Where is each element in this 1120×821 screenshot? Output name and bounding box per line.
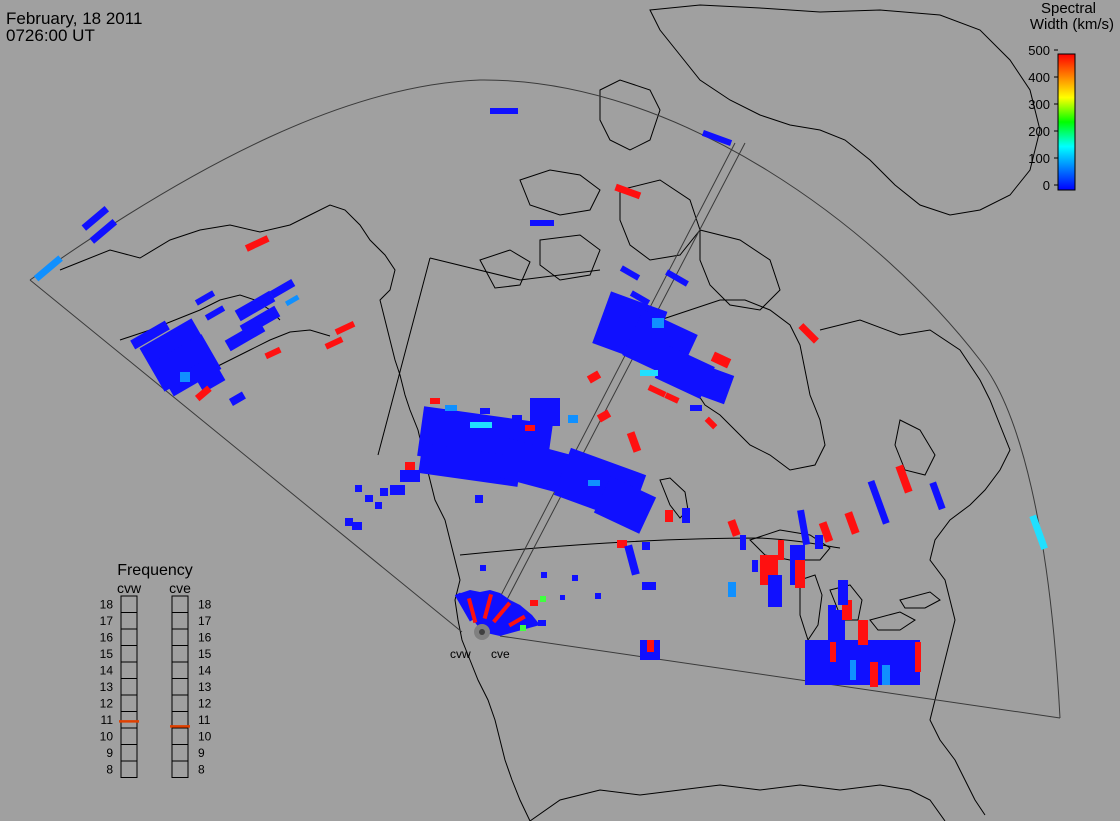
timestamp: February, 18 2011 0726:00 UT — [6, 9, 142, 45]
frequency-level-east: 14 — [198, 663, 212, 677]
frequency-level-west: 14 — [100, 663, 114, 677]
frequency-column — [171, 595, 189, 778]
frequency-level-west: 12 — [100, 696, 114, 710]
echo-cluster-near-radar — [454, 565, 601, 636]
colorbar-ticks: 500 400 300 200 100 0 — [1028, 43, 1058, 193]
frequency-title: Frequency — [117, 562, 193, 579]
echo-cluster-hudson — [490, 108, 819, 430]
frequency-panel: Frequency cvw cve 18 18 17 17 16 16 15 15 14 14 13… — [100, 562, 212, 778]
frequency-level-east: 10 — [198, 729, 212, 743]
frequency-level-west: 8 — [106, 762, 113, 776]
frequency-level-east: 17 — [198, 614, 212, 628]
alaska-canada-border — [377, 257, 431, 456]
frequency-level-west: 15 — [100, 647, 114, 661]
radar-sites: cvw cve — [450, 624, 510, 661]
radar-label-east: cve — [491, 647, 510, 661]
frequency-level-west: 16 — [100, 630, 114, 644]
frequency-column — [120, 595, 138, 778]
frequency-level-east: 11 — [198, 713, 211, 727]
color-scale-legend: Spectral Width (km/s) 500 400 300 200 100 0 — [1028, 0, 1114, 193]
frequency-col-east: cve — [169, 580, 191, 596]
time-label: 0726:00 UT — [6, 26, 95, 45]
radar-field-of-view — [29, 79, 1061, 719]
frequency-level-east: 13 — [198, 680, 212, 694]
frequency-level-east: 15 — [198, 647, 212, 661]
frequency-level-east: 8 — [198, 762, 205, 776]
frequency-level-east: 12 — [198, 696, 212, 710]
colorbar-tick-label: 200 — [1028, 124, 1050, 139]
frequency-level-west: 13 — [100, 680, 114, 694]
frequency-grid: 18 18 17 17 16 16 15 15 14 14 13 13 12 12 11 11 10 10 9 9 8 8 — [100, 595, 212, 778]
colorbar-tick-label: 300 — [1028, 97, 1050, 112]
date-label: February, 18 2011 — [6, 9, 142, 28]
frequency-level-east: 16 — [198, 630, 212, 644]
frequency-level-west: 18 — [100, 597, 114, 611]
frequency-level-west: 9 — [106, 746, 113, 760]
colorbar-tick-label: 400 — [1028, 70, 1050, 85]
colorbar-tick-label: 0 — [1043, 178, 1050, 193]
colorbar — [1057, 53, 1076, 191]
echo-cluster-east — [640, 464, 1048, 687]
frequency-level-west: 17 — [100, 614, 114, 628]
frequency-level-west: 11 — [101, 713, 114, 727]
frequency-level-east: 18 — [198, 597, 212, 611]
colorbar-title-line1: Spectral — [1041, 0, 1096, 17]
us-canada-border — [459, 537, 841, 556]
echo-cluster-central-band — [345, 370, 690, 576]
frequency-level-east: 9 — [198, 746, 205, 760]
colorbar-tick-label: 500 — [1028, 43, 1050, 58]
echo-cluster-alaska — [33, 206, 356, 406]
radar-echoes — [33, 108, 1048, 687]
territory-boundary — [429, 257, 601, 281]
frequency-col-west: cvw — [117, 580, 142, 596]
frequency-level-west: 10 — [100, 729, 114, 743]
radar-label-west: cvw — [450, 647, 471, 661]
colorbar-title-line2: Width (km/s) — [1030, 16, 1114, 33]
political-boundaries — [377, 257, 841, 556]
colorbar-tick-label: 100 — [1028, 151, 1050, 166]
